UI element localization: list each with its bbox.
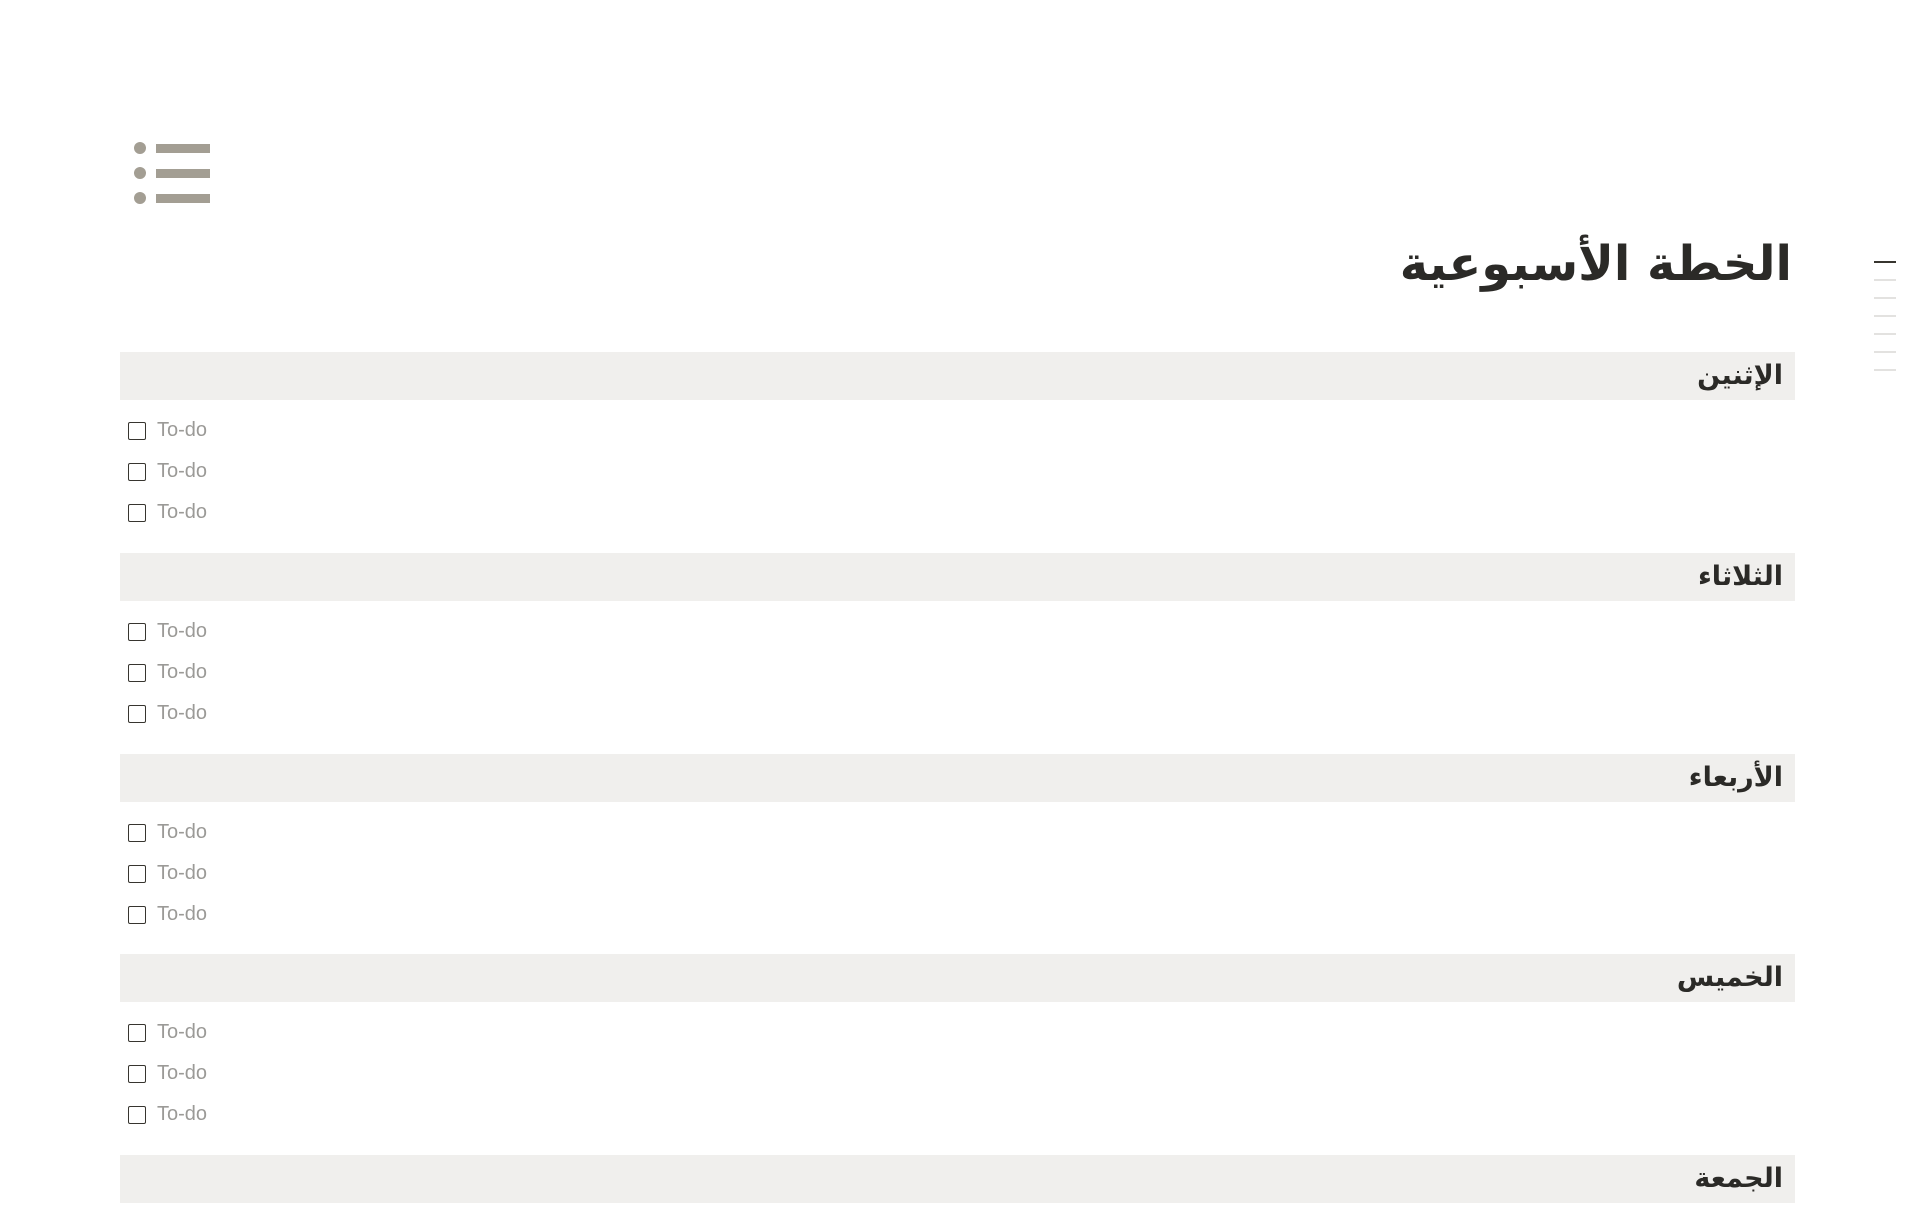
todo-text[interactable]: To-do (157, 620, 208, 642)
todo-item: To-do (120, 492, 1795, 533)
day-section: الإثنين To-do To-do To-do (120, 352, 1795, 533)
todo-item: To-do (120, 1012, 1795, 1053)
todo-list: To-do To-do To-do (120, 400, 1795, 533)
checkbox[interactable] (128, 421, 146, 440)
checkbox[interactable] (128, 1105, 146, 1124)
toc-item[interactable] (1874, 279, 1896, 281)
checkbox[interactable] (128, 1023, 146, 1042)
day-section: الأربعاء To-do To-do To-do (120, 754, 1795, 935)
todo-item: To-do (120, 693, 1795, 734)
table-of-contents[interactable] (1874, 261, 1896, 387)
bullet-line (156, 144, 210, 153)
todo-text[interactable]: To-do (157, 1021, 208, 1043)
checkbox[interactable] (128, 864, 146, 883)
todo-item: To-do (120, 451, 1795, 492)
todo-item: To-do (120, 611, 1795, 652)
todo-text[interactable]: To-do (157, 1103, 208, 1125)
checkbox[interactable] (128, 823, 146, 842)
todo-text[interactable]: To-do (157, 862, 208, 884)
bullet-line (156, 194, 210, 203)
todo-item: To-do (120, 894, 1795, 935)
todo-list: To-do To-do To-do (120, 1002, 1795, 1135)
todo-item: To-do (120, 1053, 1795, 1094)
checkbox[interactable] (128, 1064, 146, 1083)
todo-list: To-do To-do To-do (120, 802, 1795, 935)
day-heading[interactable]: الأربعاء (120, 754, 1795, 802)
todo-text[interactable]: To-do (157, 661, 208, 683)
todo-list: To-do To-do To-do (120, 601, 1795, 734)
todo-item: To-do (120, 1094, 1795, 1135)
checkbox[interactable] (128, 704, 146, 723)
bullet-line (156, 169, 210, 178)
todo-text[interactable]: To-do (157, 1062, 208, 1084)
todo-item: To-do (120, 853, 1795, 894)
day-section: الجمعة (120, 1155, 1795, 1213)
todo-text[interactable]: To-do (157, 460, 208, 482)
page-title[interactable]: الخطة الأسبوعية (1399, 236, 1792, 292)
toc-item[interactable] (1874, 369, 1896, 371)
todo-text[interactable]: To-do (157, 903, 208, 925)
day-heading[interactable]: الثلاثاء (120, 553, 1795, 601)
checkbox[interactable] (128, 622, 146, 641)
bulleted-list-icon[interactable] (134, 142, 210, 204)
toc-item[interactable] (1874, 261, 1896, 263)
bullet-dot (134, 142, 146, 154)
checkbox[interactable] (128, 462, 146, 481)
todo-item: To-do (120, 812, 1795, 853)
checkbox[interactable] (128, 905, 146, 924)
checkbox[interactable] (128, 503, 146, 522)
toc-item[interactable] (1874, 333, 1896, 335)
todo-text[interactable]: To-do (157, 702, 208, 724)
toc-item[interactable] (1874, 297, 1896, 299)
day-section: الخميس To-do To-do To-do (120, 954, 1795, 1135)
toc-item[interactable] (1874, 351, 1896, 353)
todo-list (120, 1203, 1795, 1213)
todo-item: To-do (120, 652, 1795, 693)
todo-text[interactable]: To-do (157, 821, 208, 843)
checkbox[interactable] (128, 663, 146, 682)
toc-item[interactable] (1874, 315, 1896, 317)
todo-text[interactable]: To-do (157, 501, 208, 523)
bullet-dot (134, 167, 146, 179)
day-section: الثلاثاء To-do To-do To-do (120, 553, 1795, 734)
day-heading[interactable]: الإثنين (120, 352, 1795, 400)
day-heading[interactable]: الجمعة (120, 1155, 1795, 1203)
day-heading[interactable]: الخميس (120, 954, 1795, 1002)
bullet-dot (134, 192, 146, 204)
todo-text[interactable]: To-do (157, 419, 208, 441)
todo-item: To-do (120, 410, 1795, 451)
